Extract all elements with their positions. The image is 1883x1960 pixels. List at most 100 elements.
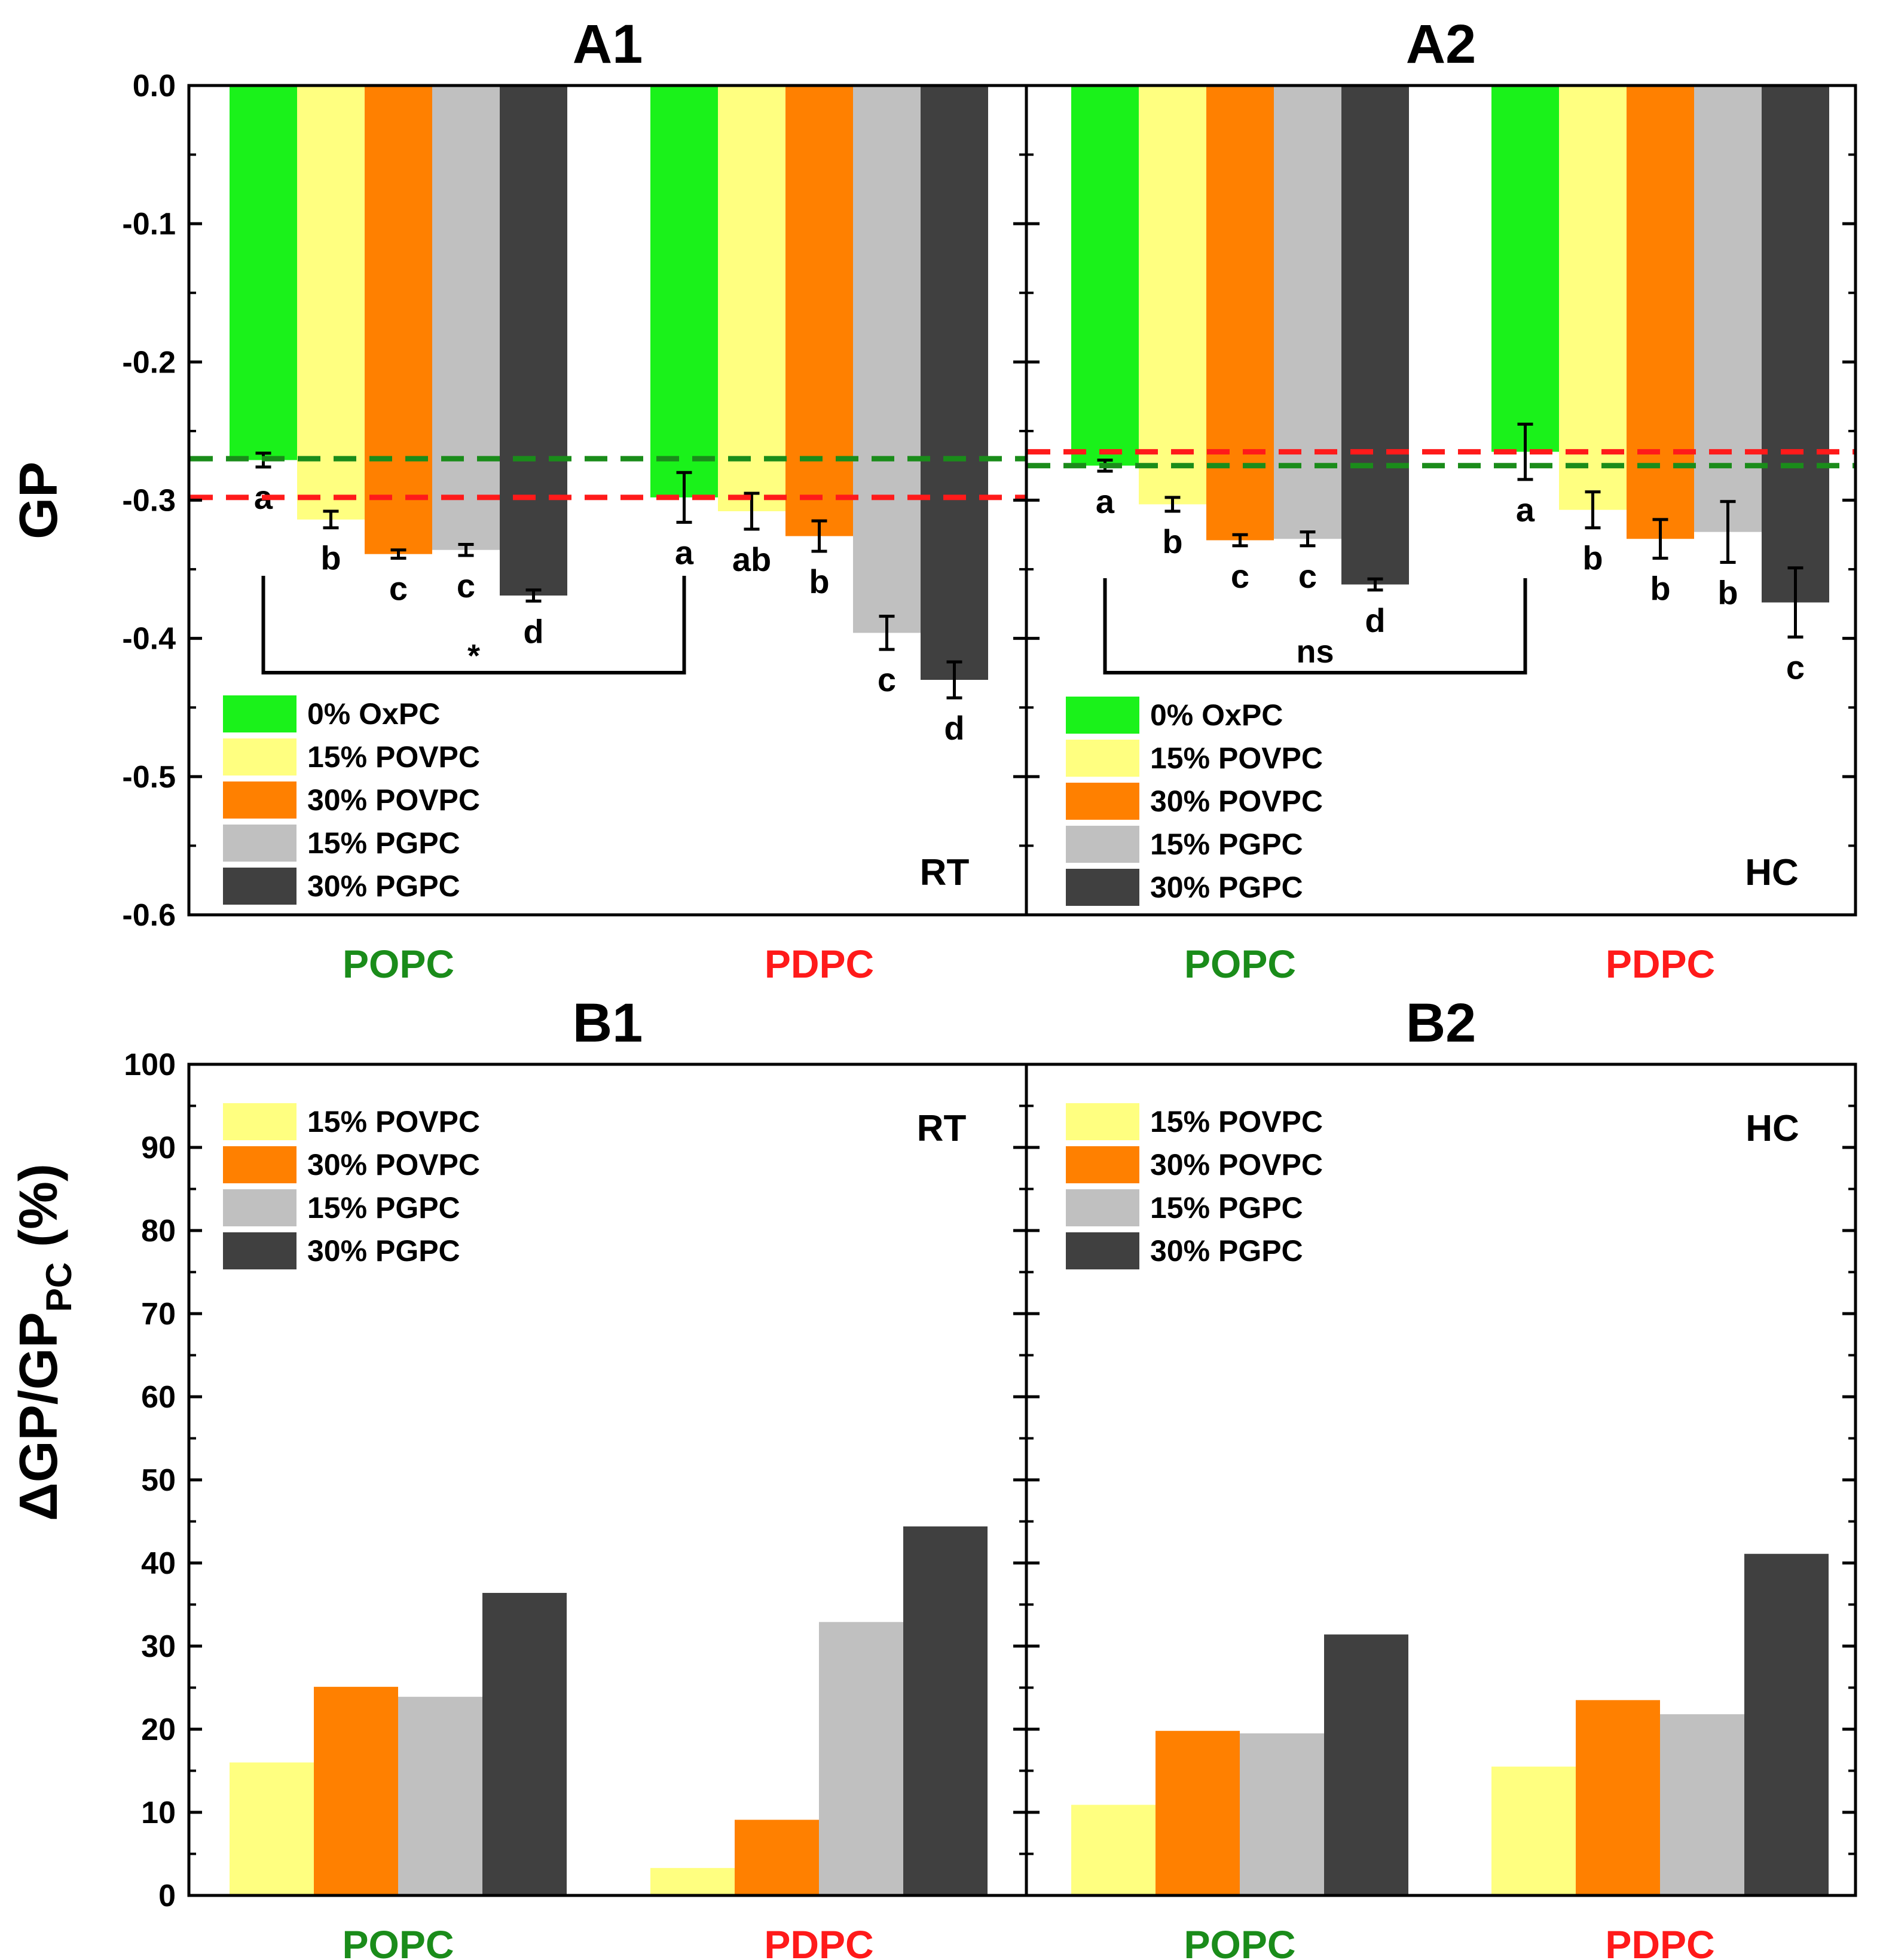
y-tick-label-B1: 60 bbox=[141, 1380, 176, 1415]
bar-A1-pdpc-s4 bbox=[921, 86, 988, 680]
significance-letter-A2-pdpc-s4: c bbox=[1786, 648, 1805, 686]
legend-swatch-B2-s3 bbox=[1066, 1232, 1139, 1269]
x-category-label-B2-popc: POPC bbox=[1184, 1922, 1295, 1960]
panel-B2: B2 POPC PDPC HC 15% POVPC 30% POVPC 15% PGPC 30… bbox=[1025, 993, 1857, 1960]
y-tick-label-A1: -0.1 bbox=[122, 207, 176, 242]
legend-swatch-B1-s1 bbox=[223, 1146, 296, 1183]
y-tick-label-B1: 10 bbox=[141, 1796, 176, 1830]
bar-A1-pdpc-s1 bbox=[718, 86, 785, 511]
bar-B1-pdpc-s2 bbox=[819, 1622, 903, 1895]
legend-label-A1-s1: 15% POVPC bbox=[307, 740, 480, 774]
y-tick-label-A1: -0.4 bbox=[122, 622, 176, 657]
panel-title-B2: B2 bbox=[1406, 993, 1477, 1054]
y-axis-label-bottom-subscript: PC bbox=[39, 1262, 79, 1312]
legend-swatch-B1-s3 bbox=[223, 1232, 296, 1269]
significance-letter-A2-popc-s1: b bbox=[1162, 523, 1182, 560]
legend-B1: 15% POVPC 30% POVPC 15% PGPC 30% PGPC bbox=[223, 1103, 480, 1269]
y-tick-label-B1: 30 bbox=[141, 1629, 176, 1664]
x-category-label-A2-pdpc: PDPC bbox=[1606, 942, 1715, 986]
bar-A2-pdpc-s1 bbox=[1559, 86, 1627, 510]
y-tick-label-B1: 50 bbox=[141, 1463, 176, 1498]
significance-letter-A2-pdpc-s2: b bbox=[1650, 570, 1670, 607]
y-axis-label-top: GP bbox=[9, 462, 69, 539]
bar-B2-popc-s0 bbox=[1071, 1805, 1156, 1895]
significance-mark-A2: ns bbox=[1296, 634, 1334, 670]
significance-letter-A2-popc-s4: d bbox=[1365, 602, 1385, 639]
significance-letter-A2-pdpc-s1: b bbox=[1582, 539, 1603, 577]
legend-swatch-A2-s1 bbox=[1066, 740, 1139, 777]
error-bar-A1-popc-s3 bbox=[458, 542, 474, 557]
error-bar-A1-pdpc-s3 bbox=[879, 615, 895, 651]
error-bar-A1-pdpc-s0 bbox=[676, 471, 692, 524]
condition-label-B2: HC bbox=[1746, 1108, 1799, 1149]
significance-letter-A1-pdpc-s4: d bbox=[944, 709, 964, 747]
bar-A2-popc-s0 bbox=[1071, 86, 1139, 466]
legend-swatch-B2-s1 bbox=[1066, 1146, 1139, 1183]
bar-B1-popc-s3 bbox=[482, 1593, 567, 1895]
panel-title-A2: A2 bbox=[1406, 14, 1477, 75]
y-axis-label-bottom: ΔGP/GPPC (%) bbox=[9, 1164, 79, 1521]
panel-A2: a a b b c b c b d c ns A2 POPC PDPC HC 0% OxPC 15% POVPC… bbox=[1025, 14, 1857, 986]
legend-A2: 0% OxPC 15% POVPC 30% POVPC 15% PGPC 30% PGP… bbox=[1066, 697, 1323, 906]
error-bar-A2-pdpc-s2 bbox=[1652, 518, 1668, 560]
condition-label-B1: RT bbox=[917, 1108, 967, 1149]
significance-letter-A1-pdpc-s1: ab bbox=[732, 541, 771, 578]
legend-swatch-B2-s2 bbox=[1066, 1189, 1139, 1226]
x-category-label-B2-pdpc: PDPC bbox=[1605, 1922, 1714, 1960]
legend-label-B1-s3: 30% PGPC bbox=[307, 1234, 460, 1268]
significance-letter-A1-pdpc-s3: c bbox=[878, 661, 896, 698]
y-tick-label-B1: 90 bbox=[141, 1131, 176, 1165]
significance-letter-A2-pdpc-s0: a bbox=[1516, 491, 1535, 529]
bar-A1-pdpc-s2 bbox=[785, 86, 853, 536]
legend-label-A1-s3: 15% PGPC bbox=[307, 826, 460, 860]
y-axis-label-bottom-unit: (%) bbox=[9, 1164, 69, 1262]
legend-label-B2-s0: 15% POVPC bbox=[1150, 1105, 1323, 1138]
error-bar-A1-popc-s4 bbox=[525, 588, 542, 603]
bar-A1-popc-s0 bbox=[230, 86, 297, 460]
y-axis-label-bottom-main: ΔGP/GP bbox=[9, 1312, 69, 1521]
legend-label-A2-s4: 30% PGPC bbox=[1150, 871, 1303, 904]
y-tick-label-A1: 0.0 bbox=[133, 69, 176, 103]
bar-A2-popc-s4 bbox=[1341, 86, 1409, 585]
bar-B1-pdpc-s1 bbox=[735, 1819, 819, 1895]
bar-A2-pdpc-s0 bbox=[1491, 86, 1559, 452]
x-category-label-A1-pdpc: PDPC bbox=[765, 942, 874, 986]
panels: aababcbccdd*0.0-0.1-0.2-0.3-0.4-0.5-0.6A… bbox=[122, 14, 1857, 1960]
legend-label-A1-s0: 0% OxPC bbox=[307, 697, 440, 731]
legend-swatch-A2-s3 bbox=[1066, 826, 1139, 863]
x-category-label-A2-popc: POPC bbox=[1184, 942, 1296, 986]
x-category-label-B1-popc: POPC bbox=[342, 1922, 454, 1960]
y-tick-label-B1: 20 bbox=[141, 1712, 176, 1747]
legend-label-B2-s3: 30% PGPC bbox=[1150, 1234, 1303, 1268]
error-bar-A1-pdpc-s1 bbox=[744, 491, 760, 531]
legend-swatch-B2-s0 bbox=[1066, 1103, 1139, 1140]
y-tick-label-B1: 0 bbox=[158, 1879, 176, 1913]
bar-A2-popc-s2 bbox=[1206, 86, 1274, 541]
bar-A1-popc-s4 bbox=[500, 86, 567, 596]
panel-title-B1: B1 bbox=[573, 993, 643, 1054]
significance-letter-A1-pdpc-s0: a bbox=[675, 533, 694, 571]
legend-label-B1-s1: 30% POVPC bbox=[307, 1148, 480, 1182]
error-bar-A1-popc-s1 bbox=[323, 509, 339, 530]
bar-B1-popc-s1 bbox=[314, 1687, 398, 1895]
y-tick-label-A1: -0.6 bbox=[122, 898, 176, 933]
bar-A2-popc-s1 bbox=[1139, 86, 1206, 505]
error-bar-A1-popc-s2 bbox=[390, 548, 406, 560]
legend-label-A2-s1: 15% POVPC bbox=[1150, 741, 1323, 775]
legend-swatch-A1-s2 bbox=[223, 781, 296, 819]
bar-A2-popc-s3 bbox=[1274, 86, 1341, 539]
y-tick-label-A1: -0.5 bbox=[122, 760, 176, 795]
bar-A1-popc-s3 bbox=[432, 86, 500, 550]
bar-B1-popc-s2 bbox=[398, 1696, 482, 1895]
legend-label-A2-s0: 0% OxPC bbox=[1150, 698, 1283, 732]
legend-swatch-B1-s2 bbox=[223, 1189, 296, 1226]
error-bar-A2-popc-s4 bbox=[1367, 577, 1383, 592]
significance-letter-A1-popc-s2: c bbox=[389, 570, 408, 607]
bar-B2-pdpc-s1 bbox=[1576, 1700, 1660, 1895]
legend-label-A1-s4: 30% PGPC bbox=[307, 869, 460, 903]
significance-letter-A1-popc-s4: d bbox=[523, 612, 543, 650]
legend-swatch-B1-s0 bbox=[223, 1103, 296, 1140]
bar-B2-pdpc-s0 bbox=[1491, 1766, 1576, 1895]
legend-A1: 0% OxPC 15% POVPC 30% POVPC 15% PGPC 30% PGP… bbox=[223, 695, 480, 905]
